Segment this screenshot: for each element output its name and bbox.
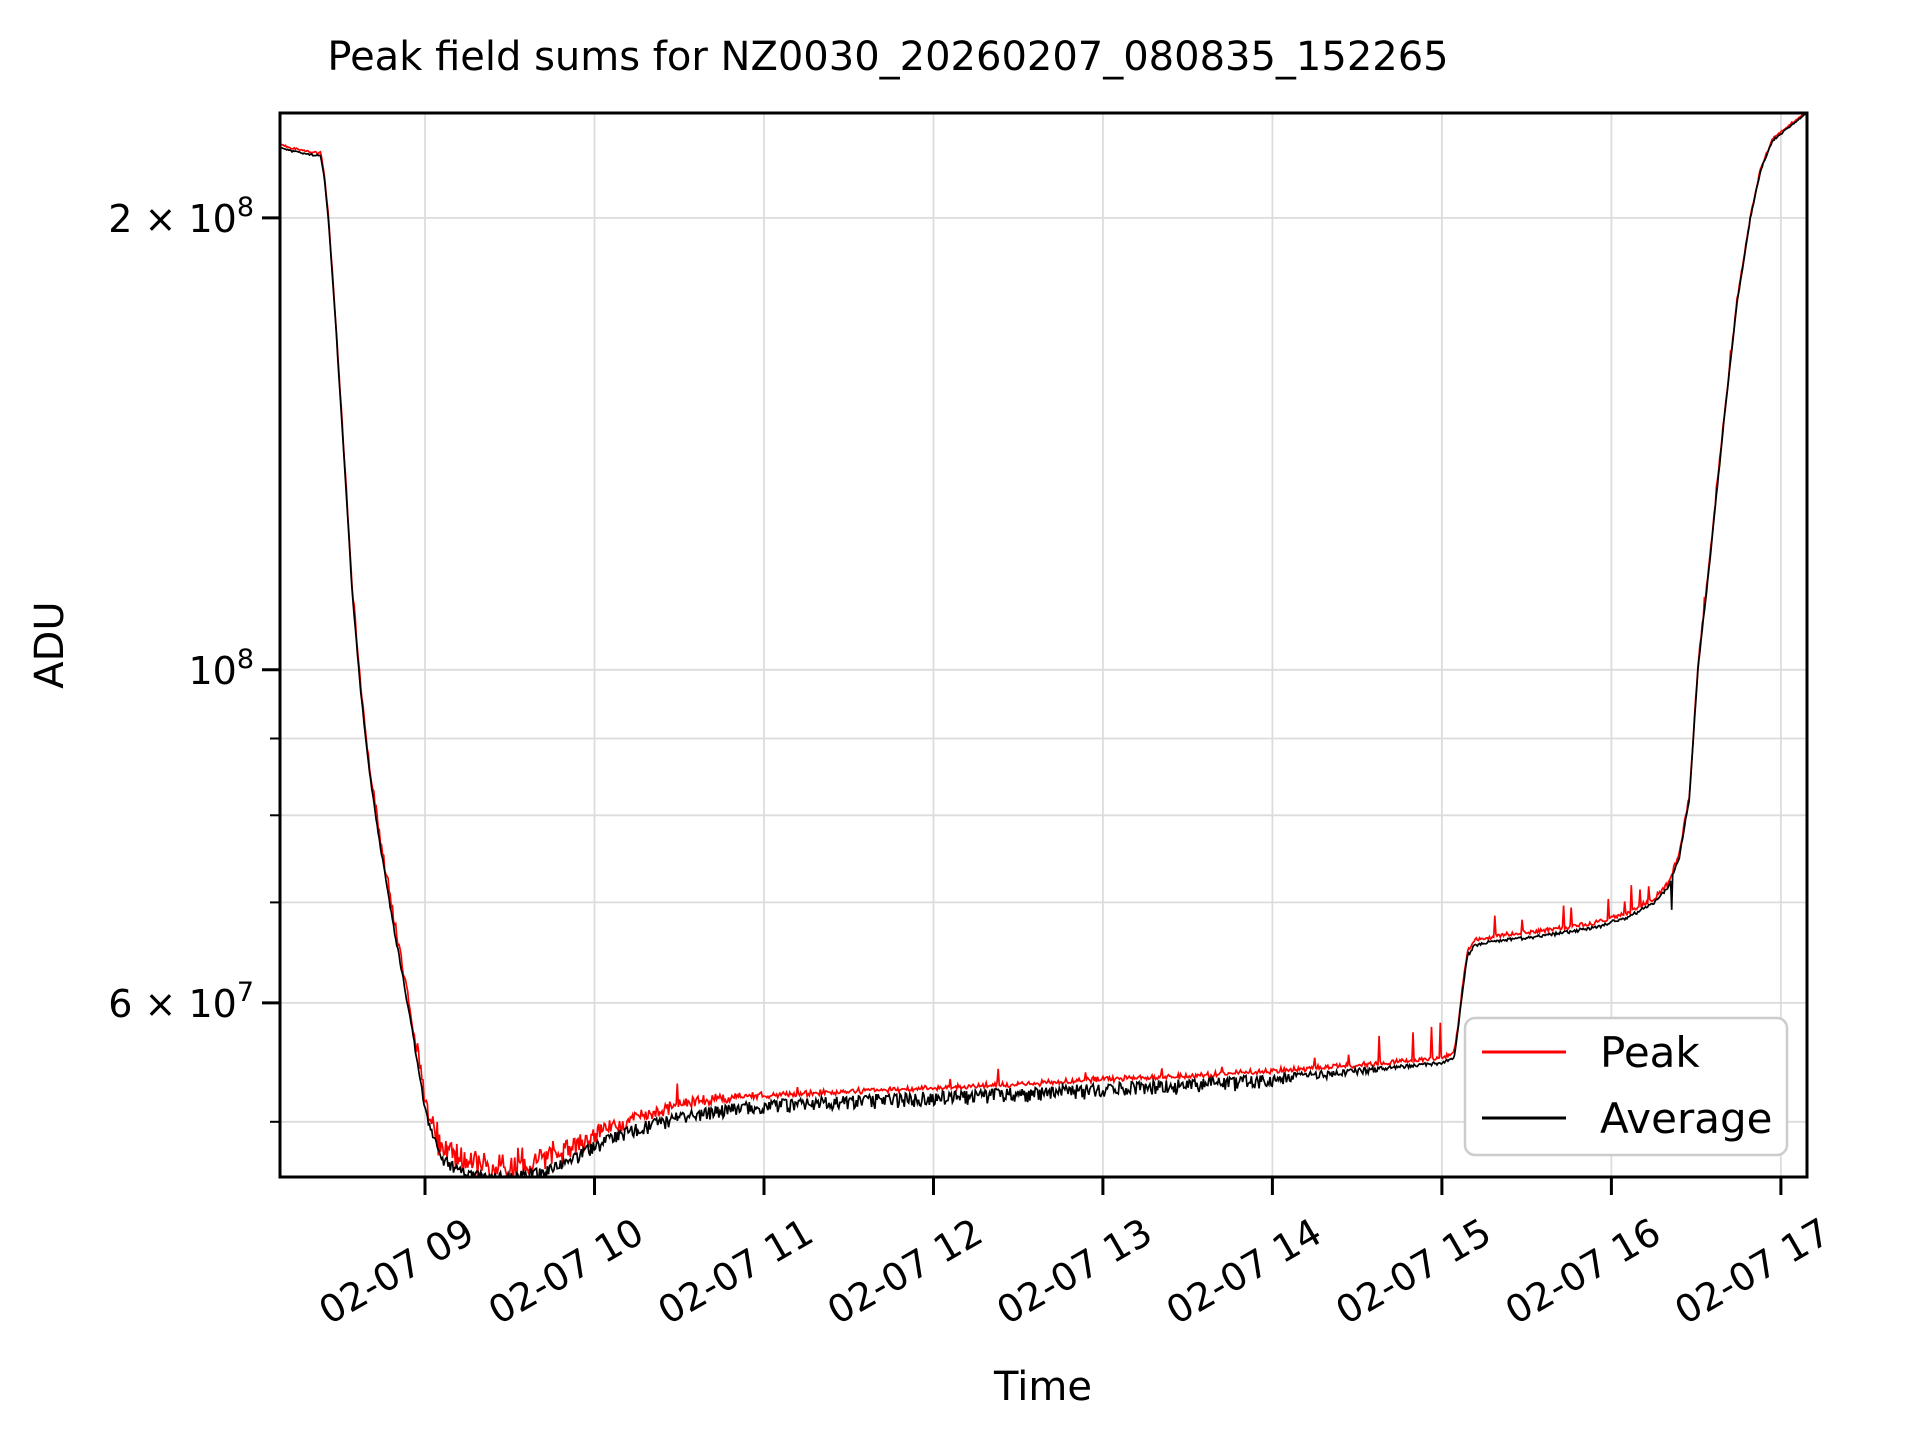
y-axis-label: ADU [27,601,73,688]
legend: Peak Average [1463,1016,1789,1157]
legend-label-average: Average [1600,1094,1772,1143]
x-tick-label: 02-07 17 [1667,1210,1837,1334]
x-tick-label: 02-07 13 [989,1210,1159,1334]
x-tick-label: 02-07 10 [481,1210,651,1334]
chart-title: Peak field sums for NZ0030_20260207_0808… [327,34,1448,80]
x-tick-label: 02-07 16 [1498,1210,1668,1334]
x-tick-label: 02-07 14 [1159,1210,1329,1334]
gridlines [280,113,1807,1177]
axes [262,111,1809,1195]
y-tick-label: 108 [188,644,254,693]
series-average-path [280,113,1807,1177]
series-lines [280,113,1807,1177]
series-peak-path [280,113,1807,1177]
y-tick-label: 6 × 107 [108,977,254,1026]
plot-area [280,113,1807,1177]
x-tick-label: 02-07 12 [820,1210,990,1334]
y-tick-label: 2 × 108 [108,192,254,241]
x-tick-label: 02-07 11 [651,1210,821,1334]
legend-label-peak: Peak [1600,1028,1700,1077]
x-tick-label: 02-07 09 [312,1210,482,1334]
x-axis-label: Time [993,1364,1092,1410]
plot-frame [278,111,1809,1179]
x-tick-label: 02-07 15 [1328,1210,1498,1334]
